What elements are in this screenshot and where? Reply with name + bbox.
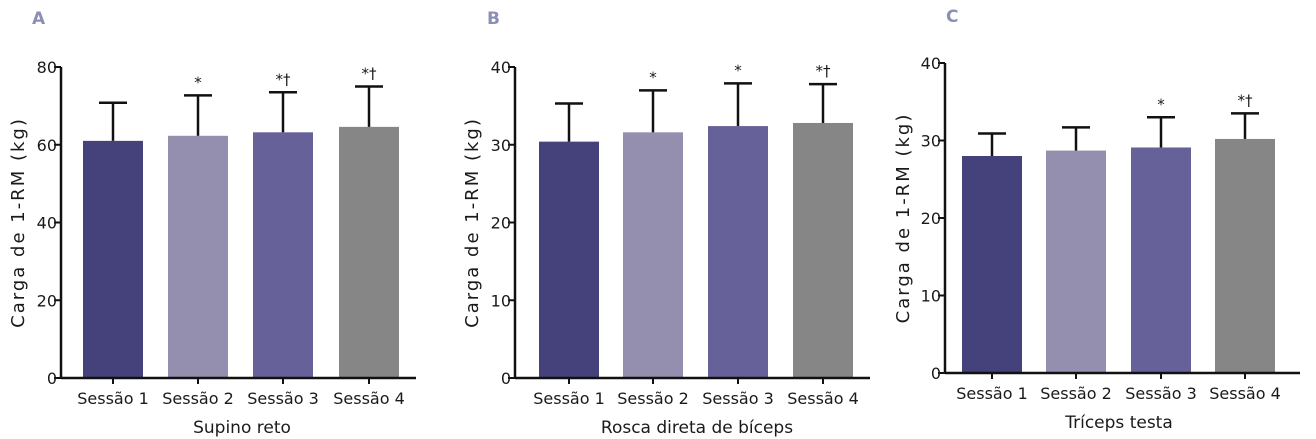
x-tick-label: Sessão 4 [1209, 384, 1281, 403]
x-tick-label: Sessão 1 [533, 389, 605, 408]
x-axis-label: Rosca direta de bíceps [601, 418, 793, 438]
panel-letter: C [946, 7, 958, 27]
x-tick-label: Sessão 3 [702, 389, 774, 408]
y-tick-label: 80 [37, 58, 57, 77]
y-tick-label: 20 [491, 214, 511, 233]
bar [168, 135, 228, 378]
x-tick-label: Sessão 1 [77, 389, 149, 408]
x-tick-label: Sessão 3 [247, 389, 319, 408]
bar [708, 126, 768, 378]
x-tick-label: Sessão 4 [333, 389, 405, 408]
y-tick-label: 40 [491, 58, 511, 77]
x-tick-label: Sessão 2 [162, 389, 234, 408]
significance-label: * [194, 73, 202, 91]
y-axis-label: Carga de 1-RM (kg) [8, 117, 29, 328]
y-tick-label: 20 [921, 209, 941, 228]
x-tick-label: Sessão 3 [1125, 384, 1197, 403]
bar [623, 132, 683, 378]
y-tick-label: 0 [47, 369, 57, 388]
x-tick-label: Sessão 4 [787, 389, 859, 408]
panel-a: A Sessão 1 * Sessão 2 *† Sessão 3 *† Sessão 4 0 2… [8, 9, 416, 438]
bar [539, 141, 599, 378]
significance-label: *† [276, 70, 292, 88]
x-tick-label: Sessão 2 [1040, 384, 1112, 403]
bar [253, 132, 313, 378]
panel-letter: A [32, 9, 46, 29]
bar [1046, 150, 1106, 373]
x-tick-label: Sessão 1 [956, 384, 1028, 403]
y-tick-label: 30 [921, 132, 941, 151]
y-tick-label: 20 [37, 291, 57, 310]
bar [83, 140, 143, 378]
bar [793, 122, 853, 378]
panel-b: B Sessão 1 * Sessão 2 * Sessão 3 *† Sessão 4 0 10… [462, 9, 870, 438]
y-tick-label: 40 [37, 214, 57, 233]
y-tick-label: 10 [921, 287, 941, 306]
y-axis-label: Carga de 1-RM (kg) [893, 113, 914, 324]
y-tick-label: 10 [491, 291, 511, 310]
bar [1131, 147, 1191, 373]
y-tick-label: 0 [501, 369, 511, 388]
bar [1215, 138, 1275, 373]
y-axis-label: Carga de 1-RM (kg) [462, 117, 483, 328]
bar [962, 156, 1022, 373]
panel-letter: B [487, 9, 500, 29]
x-axis-label: Supino reto [193, 418, 291, 438]
bar [339, 126, 399, 379]
significance-label: * [734, 61, 742, 79]
y-tick-label: 0 [931, 364, 941, 383]
significance-label: *† [362, 64, 378, 82]
significance-label: * [1157, 95, 1165, 113]
y-tick-label: 30 [491, 136, 511, 155]
x-axis-label: Tríceps testa [1064, 413, 1173, 433]
y-tick-label: 40 [921, 54, 941, 73]
significance-label: * [649, 68, 657, 86]
significance-label: *† [1238, 91, 1254, 109]
significance-label: *† [816, 62, 832, 80]
x-tick-label: Sessão 2 [617, 389, 689, 408]
y-tick-label: 60 [37, 136, 57, 155]
panel-c: C Sessão 1 Sessão 2 * Sessão 3 *† Sessão 4 0 10 2… [893, 7, 1300, 433]
